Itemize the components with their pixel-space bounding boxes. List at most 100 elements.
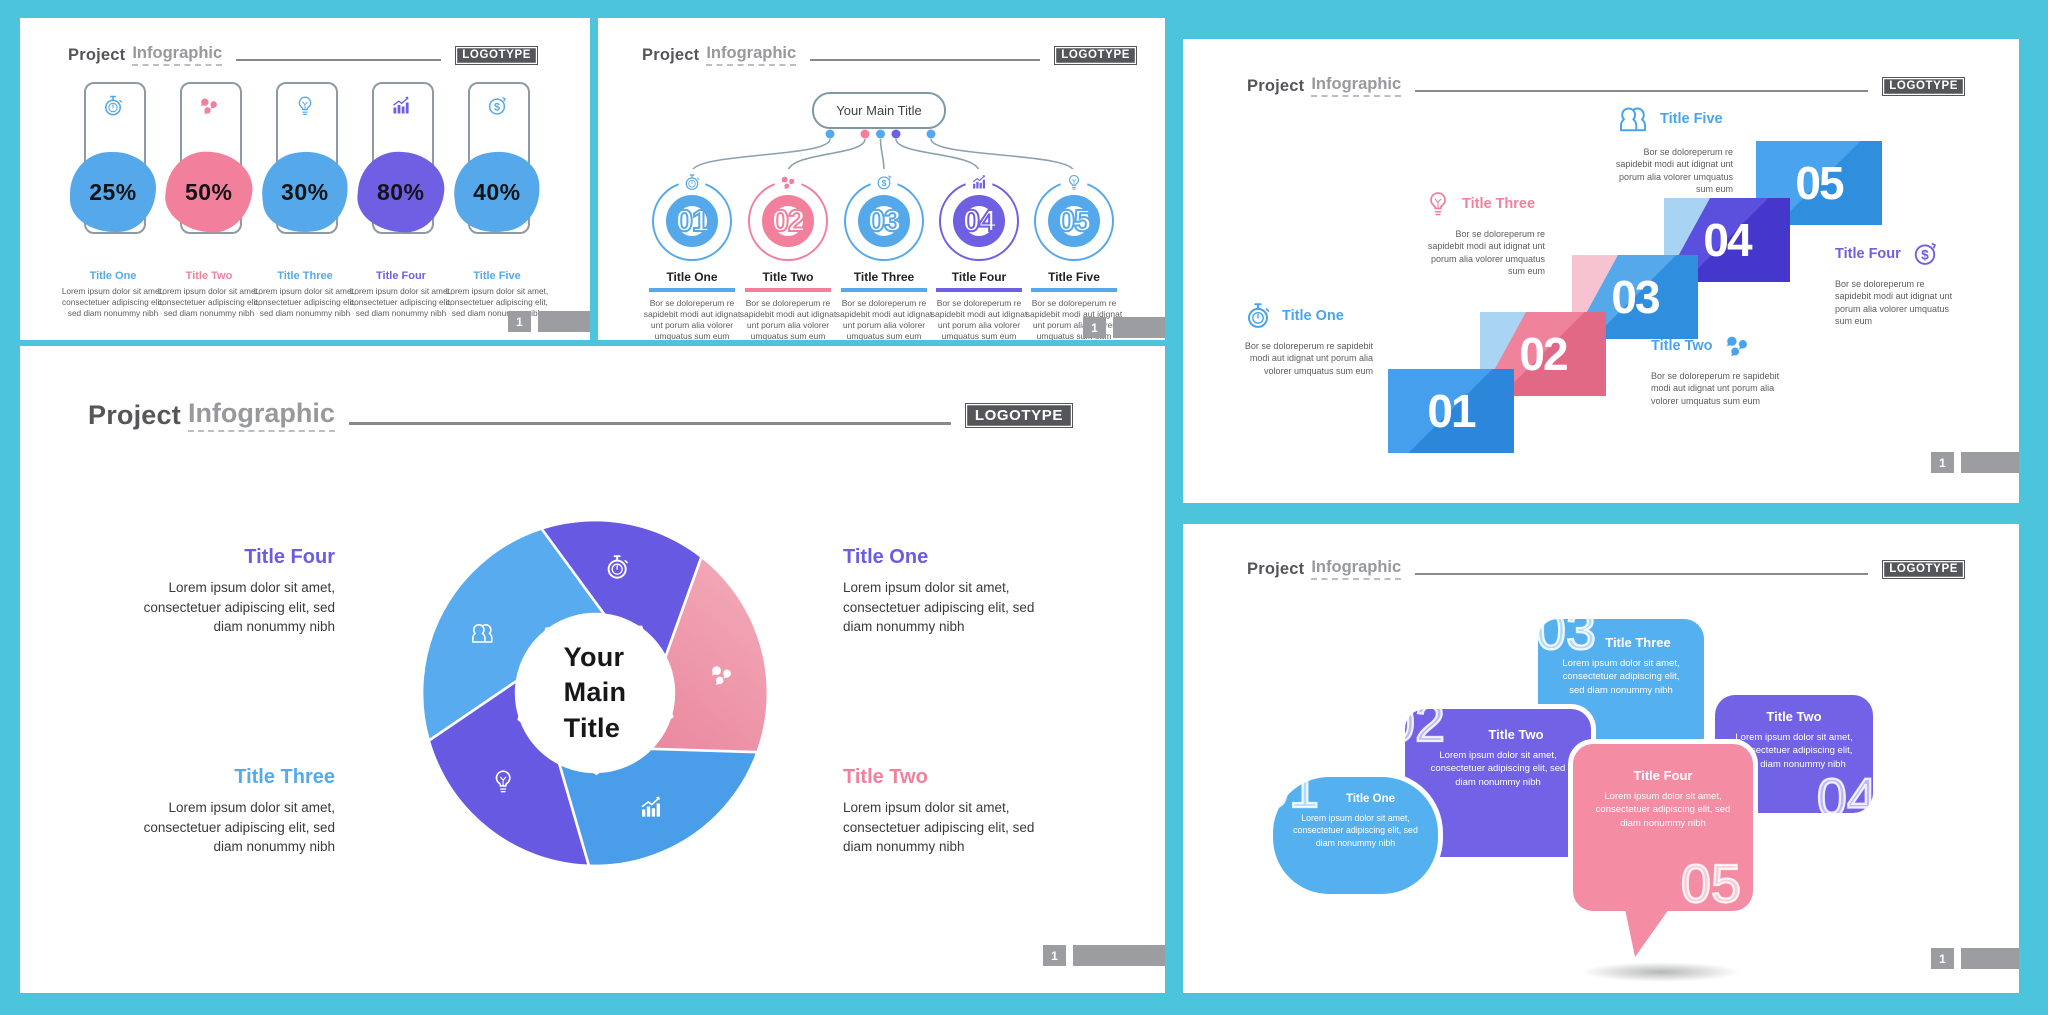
header-rule [1415,572,1869,576]
header-rule [1415,89,1869,93]
brand-subtitle: Infographic [132,44,223,66]
label-description: Bor se doloreperum re sapidebit modi aut… [1615,147,1733,195]
label-title: Title Two [843,766,928,788]
column-description: Lorem ipsum dolor sit amet, consectetuer… [157,286,261,318]
percent-column: 40% Title Five Lorem ipsum dolor sit ame… [446,82,548,332]
title-underline [649,288,735,292]
column-frame [180,82,242,234]
number-circle: 01 [652,169,732,261]
step-number: 01 [1427,385,1476,437]
slide-pinwheel-cycle: Project Infographic LOGOTYPE Your [20,346,1165,993]
page-number: 1 [1931,452,2019,473]
brand-title: Project [68,45,126,64]
column-description: Lorem ipsum dolor sit amet, consectetuer… [61,286,165,318]
brand-title: Project [642,45,700,64]
page-number-value: 1 [1931,452,1954,473]
column-title: Title Three [277,270,333,282]
item-number: 02 [771,202,806,239]
slide-header: Project Infographic LOGOTYPE [68,44,538,66]
step-number: 02 [1519,328,1568,380]
brand-subtitle: Infographic [1311,558,1402,580]
page-number: 1 [1083,317,1165,338]
label-title-four: Title Four Lorem ipsum dolor sit amet, c… [125,546,335,637]
bar-chart-icon [389,94,413,118]
column-title: Title One [89,270,137,282]
discussion-icon [1722,331,1752,361]
card-number: 05 [1680,854,1742,915]
percent-value: 25% [89,178,137,205]
item-number: 03 [867,202,902,239]
label-title-two: Title Two Lorem ipsum dolor sit amet, co… [843,766,1053,857]
column-title: Title Five [473,270,521,282]
card-number: 03 [1535,601,1597,661]
column-title: Title Two [185,270,233,282]
label-title-three: Title Three Bor se doloreperum re sapide… [1423,189,1545,278]
number-circle: 02 [748,169,828,261]
item-title: Title Two [762,270,814,284]
card-description: Lorem ipsum dolor sit amet, consectetuer… [1293,813,1418,848]
slide-speech-bubbles: Project Infographic LOGOTYPE 03 Title Th… [1183,524,2019,993]
brand-subtitle: Infographic [1311,75,1402,97]
column-description: Lorem ipsum dolor sit amet, consectetuer… [253,286,357,318]
label-description: Lorem ipsum dolor sit amet, consectetuer… [843,800,1035,855]
item-description: Bor se doloreperum re sapidebit modi aut… [739,297,837,341]
logotype-badge: LOGOTYPE [1054,45,1137,65]
card-title: Title One [1346,793,1395,805]
label-title-five: Title Five Bor se doloreperum re sapideb… [1615,101,1733,196]
page-number: 1 [508,311,590,332]
percent-blob: 50% [161,147,257,237]
title-underline [936,288,1022,292]
lightbulb-icon [1060,169,1088,196]
card-description: Lorem ipsum dolor sit amet, consectetuer… [1562,658,1680,696]
page-number-value: 1 [1043,945,1066,966]
label-title: Title Three [234,766,335,788]
process-item: 03 Title Three Bor se doloreperum re sap… [836,169,932,340]
brand-title: Project [88,399,181,430]
label-title-two: Title Two Bor se doloreperum re sapidebi… [1651,331,1783,407]
step-number: 04 [1703,214,1752,266]
number-ring [953,195,1005,247]
step-number: 05 [1795,157,1844,209]
card-number: 02 [1384,693,1446,753]
bubble-card-five: Title Four Lorem ipsum dolor sit amet, c… [1573,744,1753,957]
percent-value: 30% [281,178,329,205]
slide-staircase-steps: Project Infographic LOGOTYPE 05 04 03 02… [1183,39,2019,503]
discussion-icon [197,94,221,118]
page-number-value: 1 [1931,948,1954,969]
label-title: Title Four [244,546,335,568]
card-title: Title Two [1488,727,1544,742]
dollar-icon [485,94,509,118]
slide-header: Project Infographic LOGOTYPE [642,44,1137,66]
lightbulb-icon [1423,189,1453,219]
percent-column: 50% Title Two Lorem ipsum dolor sit amet… [158,82,260,332]
page-number-bar [1961,452,2019,473]
label-description: Bor se doloreperum re sapidebit modi aut… [1651,371,1780,406]
column-description: Lorem ipsum dolor sit amet, consectetuer… [349,286,453,318]
percent-value: 50% [185,178,233,205]
column-description: Lorem ipsum dolor sit amet, consectetuer… [445,286,549,318]
column-frame [276,82,338,234]
label-description: Lorem ipsum dolor sit amet, consectetuer… [143,580,335,635]
bubble-shadow [1581,962,1741,982]
card-title: Title Two [1766,709,1822,724]
percent-blob: 40% [448,146,546,238]
label-title: Title Four [1835,246,1901,262]
page-number-value: 1 [1083,317,1106,338]
title-underline [1031,288,1117,292]
slide-header: Project Infographic LOGOTYPE [88,398,1073,432]
label-description: Bor se doloreperum re sapidebit modi aut… [1244,341,1373,376]
percent-value: 40% [473,178,521,205]
header-rule [236,58,442,62]
number-circle: 04 [939,169,1019,261]
column-frame [372,82,434,234]
logotype-badge: LOGOTYPE [1882,559,1965,579]
header-rule [810,58,1041,62]
dollar-icon [870,169,898,196]
label-title-one: Title One Bor se doloreperum re sapidebi… [1243,301,1373,377]
brand-subtitle: Infographic [187,398,335,432]
card-title: Title Three [1605,635,1671,650]
twin-heads-icon [1615,101,1651,137]
number-ring [858,195,910,247]
item-description: Bor se doloreperum re sapidebit modi aut… [643,297,741,341]
header-rule [348,421,951,425]
